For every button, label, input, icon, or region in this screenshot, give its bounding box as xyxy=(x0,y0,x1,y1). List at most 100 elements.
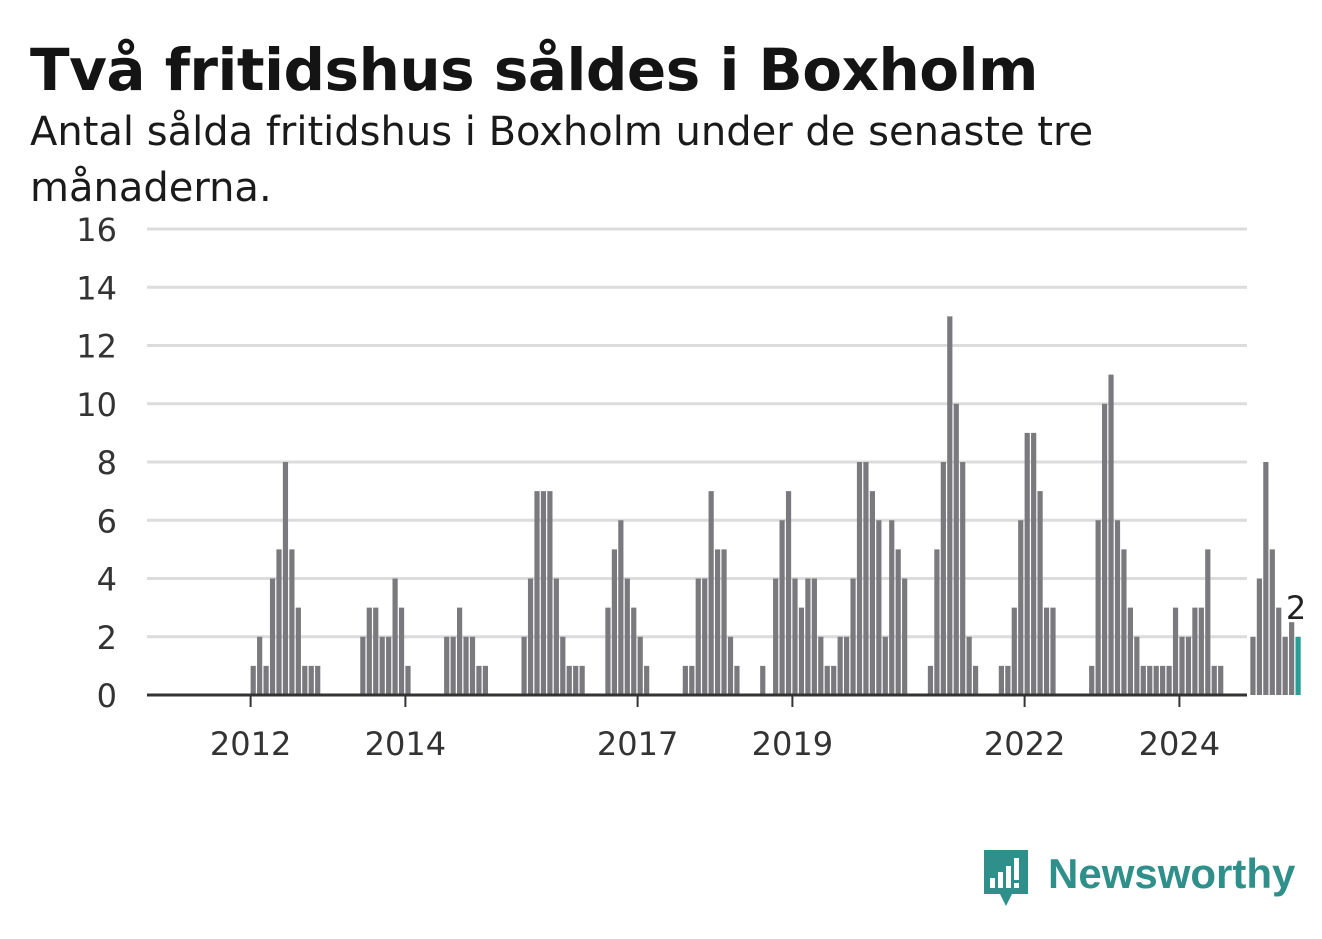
bar xyxy=(1211,665,1217,695)
bar xyxy=(837,636,843,695)
labels: 0 2 4 6 8 10 12 14 16 2 2012 2014 2017 2019 2022 2024 xyxy=(76,211,1306,763)
bar xyxy=(1185,636,1192,695)
bar xyxy=(1269,549,1275,695)
bar xyxy=(269,578,276,695)
bar xyxy=(1114,520,1121,695)
gridlines xyxy=(147,227,1247,639)
bar xyxy=(476,665,482,695)
bar xyxy=(1179,636,1185,695)
bar xyxy=(289,549,295,695)
bar xyxy=(1218,665,1224,695)
bar xyxy=(450,636,456,695)
bar xyxy=(863,462,869,695)
bar xyxy=(611,549,617,695)
bar xyxy=(1043,607,1050,695)
bar xyxy=(631,607,637,695)
bar xyxy=(695,578,701,695)
bar xyxy=(973,665,979,695)
bar xyxy=(463,636,469,695)
bar xyxy=(482,665,488,695)
bar xyxy=(302,665,308,695)
bar xyxy=(624,578,630,695)
bar xyxy=(1166,665,1172,695)
brand-name: Newsworthy xyxy=(1048,850,1296,897)
y-tick-label: 2 xyxy=(97,619,117,657)
bar xyxy=(682,665,688,695)
bar xyxy=(308,665,314,695)
bar xyxy=(760,665,766,695)
bar xyxy=(850,578,856,695)
bar xyxy=(1121,549,1127,695)
y-tick-label: 10 xyxy=(76,386,117,424)
bar-latest xyxy=(1295,636,1301,695)
bar xyxy=(1140,665,1146,695)
bar xyxy=(1276,607,1282,695)
bar xyxy=(1127,607,1133,695)
bar xyxy=(785,491,792,695)
bar xyxy=(902,578,908,695)
bar xyxy=(1005,665,1011,695)
x-tick-label: 2019 xyxy=(752,725,833,763)
chart-subtitle: Antal sålda fritidshus i Boxholm under d… xyxy=(30,109,1094,211)
bar xyxy=(398,607,405,695)
bar xyxy=(773,578,779,695)
bar xyxy=(405,665,411,695)
bar xyxy=(927,665,934,695)
bar xyxy=(566,665,572,695)
bar xyxy=(998,665,1004,695)
bar xyxy=(1024,432,1030,695)
bar xyxy=(540,491,547,695)
bar xyxy=(1172,607,1179,695)
bar xyxy=(392,578,398,695)
y-tick-label: 12 xyxy=(76,328,117,366)
bar xyxy=(637,636,643,695)
bar xyxy=(534,491,540,695)
bar xyxy=(1134,636,1140,695)
bar xyxy=(1192,607,1198,695)
bar xyxy=(605,607,611,695)
bar xyxy=(1037,491,1043,695)
bar xyxy=(798,607,805,695)
bar xyxy=(947,316,953,695)
bar xyxy=(1205,549,1211,695)
bar xyxy=(295,607,301,695)
bar xyxy=(1256,578,1262,695)
bar xyxy=(386,636,392,695)
bar xyxy=(895,549,901,695)
bar xyxy=(644,665,650,695)
newsworthy-logo-icon xyxy=(984,850,1028,906)
bar xyxy=(689,665,695,695)
bar xyxy=(1153,665,1159,695)
bar xyxy=(547,491,553,695)
x-tick-label: 2012 xyxy=(210,725,291,763)
y-tick-label: 4 xyxy=(97,561,117,599)
bar xyxy=(250,665,256,695)
bar xyxy=(1160,665,1166,695)
newsworthy-logo[interactable]: Newsworthy xyxy=(980,848,1300,912)
bar xyxy=(1050,607,1056,695)
bar xyxy=(457,607,463,695)
bar xyxy=(869,491,875,695)
bar xyxy=(1263,462,1269,695)
bar xyxy=(818,636,824,695)
bar xyxy=(618,520,624,695)
bar xyxy=(263,665,269,695)
bar xyxy=(727,636,734,695)
bar xyxy=(373,607,379,695)
bar xyxy=(1250,636,1256,695)
bar xyxy=(444,636,450,695)
bar xyxy=(715,549,721,695)
bar xyxy=(792,578,798,695)
bar xyxy=(469,636,476,695)
bar xyxy=(779,520,785,695)
bar xyxy=(1102,403,1108,695)
bar xyxy=(579,665,585,695)
y-tick-label: 8 xyxy=(97,444,117,482)
bar xyxy=(824,665,830,695)
bar xyxy=(882,636,888,695)
bar xyxy=(940,462,946,695)
bar xyxy=(527,578,534,695)
x-tick-label: 2024 xyxy=(1139,725,1220,763)
bar xyxy=(1289,622,1295,695)
bar-chart: 0 2 4 6 8 10 12 14 16 2 2012 2014 2017 2019 2022 2024 xyxy=(76,211,1306,763)
